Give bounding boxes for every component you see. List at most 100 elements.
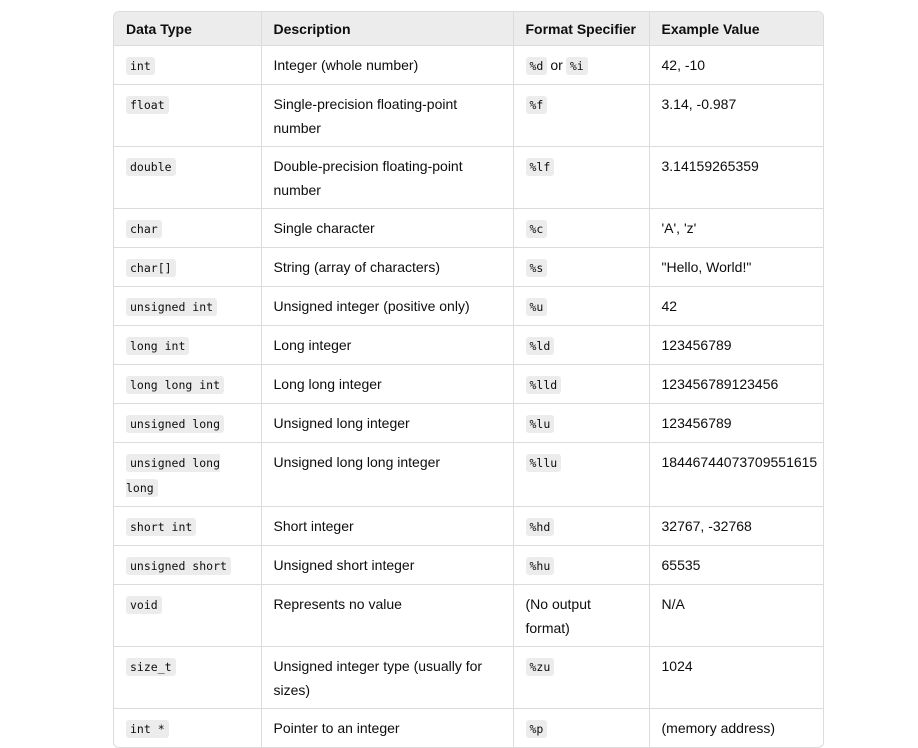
cell-format-specifier: %lf (513, 146, 650, 209)
table-row: double Double-precision floating-point nu… (114, 146, 823, 209)
cell-format-specifier: %c (513, 208, 650, 248)
table-row: char Single character %c 'A', 'z' (114, 208, 823, 248)
table-body: int Integer (whole number) %d or %i 42, -10 fl… (114, 45, 823, 747)
table-header-row: Data Type Description Format Specifier E… (114, 12, 823, 46)
data-type-code: unsigned short (126, 557, 231, 575)
format-specifier-code: %c (525, 220, 548, 238)
cell-description: Pointer to an integer (261, 708, 514, 747)
cell-example-value: (memory address) (661, 720, 776, 736)
cell-format-specifier: %f (513, 84, 650, 147)
cell-example-value: "Hello, World!" (649, 247, 823, 287)
cell-example-value: 123456789 (649, 403, 823, 443)
cell-format-specifier: %ld (513, 325, 650, 365)
data-type-code: char[] (126, 259, 176, 277)
format-specifier-code: %lf (525, 158, 555, 176)
format-specifier-code: %s (525, 259, 548, 277)
cell-format-specifier: (No output format) (513, 584, 650, 647)
table-row: unsigned short Unsigned short integer %hu 6… (114, 545, 823, 585)
cell-example-value: N/A (649, 584, 823, 647)
cell-format-specifier: %lu (513, 403, 650, 443)
table-row: unsigned long Unsigned long integer %lu 123… (114, 403, 823, 443)
cell-description: Unsigned integer (positive only) (261, 286, 514, 326)
header-data-type: Data Type (114, 12, 262, 46)
cell-data-type: unsigned int (114, 286, 262, 326)
data-type-code: char (126, 220, 162, 238)
table-row: unsigned long long Unsigned long long int… (114, 442, 823, 507)
data-types-table-container: Data Type Description Format Specifier E… (113, 11, 824, 748)
cell-description: Single-precision floating-point number (261, 84, 514, 147)
header-format-specifier: Format Specifier (513, 12, 650, 46)
format-specifier-code: %ld (525, 337, 555, 355)
cell-data-type: unsigned long long (114, 442, 262, 507)
cell-example-value: 42, -10 (649, 45, 823, 85)
cell-example-value: 3.14, -0.987 (649, 84, 823, 147)
table-row: int * Pointer to an integer %p (memory addr… (114, 708, 823, 747)
data-type-code: long long int (126, 376, 225, 394)
table-row: size_t Unsigned integer type (usually for… (114, 646, 823, 709)
cell-description: Unsigned short integer (261, 545, 514, 585)
data-type-code: unsigned long long (126, 454, 221, 497)
cell-example-value: 32767, -32768 (649, 506, 823, 546)
data-type-code: short int (126, 518, 197, 536)
table-row: int Integer (whole number) %d or %i 42, -10 (114, 45, 823, 85)
cell-data-type: long long int (114, 364, 262, 404)
data-type-code: float (126, 96, 169, 114)
cell-description: String (array of characters) (261, 247, 514, 287)
cell-example-value: 'A', 'z' (649, 208, 823, 248)
header-description: Description (261, 12, 514, 46)
table-row: float Single-precision floating-point num… (114, 84, 823, 147)
format-specifier-code: %u (525, 298, 548, 316)
cell-example-value: 123456789123456 (649, 364, 823, 404)
cell-description: Double-precision floating-point number (261, 146, 514, 209)
cell-description: Integer (whole number) (261, 45, 514, 85)
format-specifier-code: %d (525, 57, 548, 75)
cell-format-specifier: %lld (513, 364, 650, 404)
cell-description: Long long integer (261, 364, 514, 404)
cell-example-value: 18446744073709551615 (649, 442, 823, 507)
cell-data-type: int * (114, 708, 262, 747)
data-types-table: Data Type Description Format Specifier E… (114, 12, 823, 747)
table-row: long int Long integer %ld 123456789 (114, 325, 823, 365)
data-type-code: void (126, 596, 162, 614)
data-type-code: int * (126, 720, 169, 738)
format-specifier-code: %hd (525, 518, 555, 536)
cell-example-value: 1024 (649, 646, 823, 709)
data-type-code: double (126, 158, 176, 176)
cell-data-type: unsigned long (114, 403, 262, 443)
cell-data-type: int (114, 45, 262, 85)
data-type-code: unsigned long (126, 415, 225, 433)
table-row: char[] String (array of characters) %s "Hel… (114, 247, 823, 287)
table-header: Data Type Description Format Specifier E… (114, 12, 823, 46)
format-specifier-code: %lld (525, 376, 562, 394)
cell-data-type: char[] (114, 247, 262, 287)
header-example-value: Example Value (649, 12, 823, 46)
format-specifier-code: %llu (525, 454, 562, 472)
cell-description: Unsigned long integer (261, 403, 514, 443)
table-row: void Represents no value (No output format… (114, 584, 823, 647)
cell-data-type: unsigned short (114, 545, 262, 585)
data-type-code: unsigned int (126, 298, 218, 316)
format-specifier-code: %f (525, 96, 548, 114)
cell-example-value: 123456789 (649, 325, 823, 365)
cell-description: Unsigned long long integer (261, 442, 514, 507)
cell-format-specifier: %s (513, 247, 650, 287)
format-specifier-code: %i (565, 57, 588, 75)
cell-description: Long integer (261, 325, 514, 365)
data-type-code: int (126, 57, 155, 75)
cell-description: Single character (261, 208, 514, 248)
format-specifier-code: %hu (525, 557, 555, 575)
cell-description: Unsigned integer type (usually for sizes… (261, 646, 514, 709)
data-type-code: size_t (126, 658, 176, 676)
table-row: short int Short integer %hd 32767, -32768 (114, 506, 823, 546)
format-specifier-code: %p (525, 720, 548, 738)
cell-format-specifier: %hd (513, 506, 650, 546)
cell-description: Represents no value (261, 584, 514, 647)
cell-format-specifier: %hu (513, 545, 650, 585)
cell-data-type: size_t (114, 646, 262, 709)
table-row: unsigned int Unsigned integer (positive o… (114, 286, 823, 326)
format-specifier-code: %lu (525, 415, 555, 433)
cell-data-type: float (114, 84, 262, 147)
cell-description: Short integer (261, 506, 514, 546)
cell-example-value: 3.14159265359 (649, 146, 823, 209)
cell-format-specifier: %p (513, 708, 650, 747)
